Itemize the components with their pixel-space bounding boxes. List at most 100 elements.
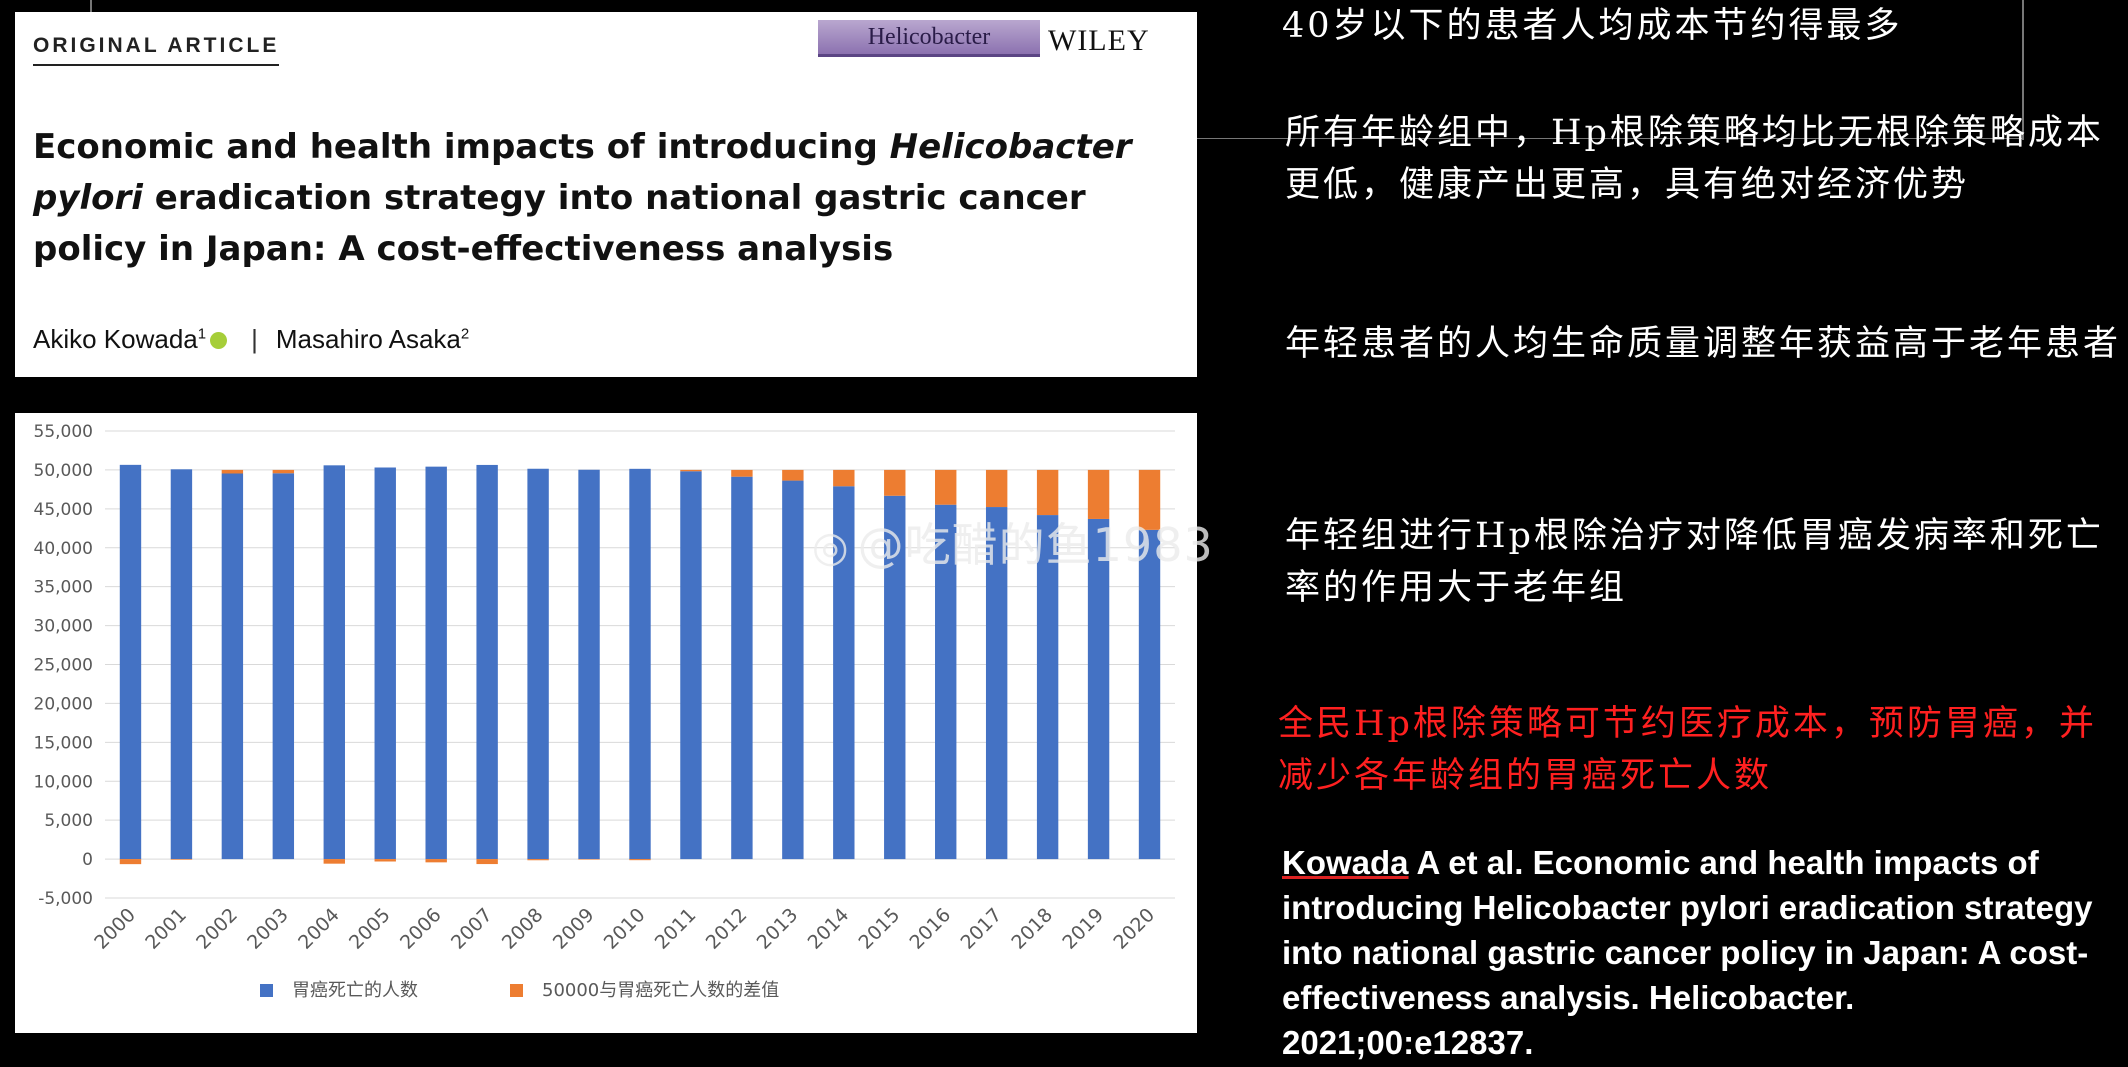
article-title-italic: Helicobacter pylori bbox=[33, 127, 1132, 218]
y-tick-label: 25,000 bbox=[34, 656, 93, 676]
x-tick-label: 2011 bbox=[651, 904, 701, 954]
bar-difference bbox=[1087, 469, 1110, 519]
x-tick-label: 2002 bbox=[192, 904, 242, 954]
conclusion-highlight: 全民Hp根除策略可节约医疗成本，预防胃癌，并减少各年龄组的胃癌死亡人数 bbox=[1278, 704, 2097, 796]
weibo-icon: ◎ bbox=[812, 522, 850, 571]
orcid-icon[interactable] bbox=[210, 332, 228, 349]
x-tick-label: 2005 bbox=[345, 904, 395, 954]
bar-difference bbox=[1138, 469, 1161, 530]
bar-difference bbox=[425, 859, 447, 863]
x-tick-label: 2018 bbox=[1007, 904, 1057, 954]
bar-difference bbox=[272, 469, 295, 474]
x-tick-label: 2017 bbox=[956, 904, 1006, 954]
bar-difference bbox=[935, 469, 957, 505]
x-tick-label: 2010 bbox=[600, 904, 650, 954]
article-title: Economic and health impacts of introduci… bbox=[33, 122, 1193, 275]
bar-deaths bbox=[527, 468, 549, 860]
y-tick-label: 45,000 bbox=[34, 500, 93, 520]
bar-deaths bbox=[170, 469, 193, 860]
bar-deaths bbox=[985, 507, 1008, 860]
watermark-text: @吃醋的鱼1983 bbox=[857, 518, 1214, 572]
bar-difference bbox=[323, 859, 345, 864]
legend-series1-swatch bbox=[260, 984, 273, 997]
x-tick-label: 2000 bbox=[90, 904, 140, 954]
bar-difference bbox=[578, 859, 600, 860]
y-tick-label: 5,000 bbox=[44, 811, 93, 831]
y-tick-label: 55,000 bbox=[34, 422, 93, 442]
bar-deaths bbox=[731, 476, 753, 860]
bar-difference bbox=[680, 469, 702, 472]
x-tick-label: 2003 bbox=[243, 904, 293, 954]
x-tick-label: 2006 bbox=[396, 904, 446, 954]
x-tick-label: 2015 bbox=[855, 904, 905, 954]
bar-deaths bbox=[272, 473, 295, 860]
frame-line-top-left bbox=[90, 0, 92, 12]
y-tick-label: 0 bbox=[82, 850, 93, 870]
watermark: ◎ @吃醋的鱼1983 bbox=[812, 509, 1214, 575]
y-tick-label: 20,000 bbox=[34, 694, 93, 714]
author-name: Akiko Kowada bbox=[33, 324, 198, 354]
x-tick-label: 2001 bbox=[141, 904, 191, 954]
article-title-part1: Economic and health impacts of introduci… bbox=[33, 127, 890, 167]
x-tick-label: 2014 bbox=[804, 904, 854, 954]
reference-citation: Kowada A et al. Economic and health impa… bbox=[1282, 840, 2112, 1065]
bar-difference bbox=[629, 859, 651, 861]
bar-deaths bbox=[1036, 515, 1059, 860]
bar-difference bbox=[1036, 469, 1059, 516]
bar-deaths bbox=[1138, 529, 1161, 860]
legend-series1-label: 胃癌死亡的人数 bbox=[292, 980, 418, 1001]
author-name: Masahiro Asaka bbox=[275, 324, 461, 354]
x-tick-label: 2009 bbox=[549, 904, 599, 954]
bar-difference bbox=[476, 859, 498, 865]
article-type-label: ORIGINAL ARTICLE bbox=[33, 34, 280, 66]
x-tick-label: 2020 bbox=[1109, 904, 1159, 954]
bar-difference bbox=[731, 469, 753, 477]
x-tick-label: 2019 bbox=[1058, 904, 1108, 954]
y-tick-label: 40,000 bbox=[34, 539, 93, 559]
bar-difference bbox=[884, 469, 906, 496]
bar-difference bbox=[985, 469, 1008, 508]
bar-deaths bbox=[476, 464, 498, 860]
y-tick-label: 30,000 bbox=[34, 617, 93, 637]
y-tick-label: 50,000 bbox=[34, 461, 93, 481]
stacked-bar-chart: -5,000 0 5,000 10,000 15,000 20,000 25,000 30,0… bbox=[34, 422, 1175, 1001]
bar-deaths bbox=[782, 480, 804, 860]
author-line: Akiko Kowada1 | Masahiro Asaka2 bbox=[33, 324, 469, 355]
bar-difference bbox=[221, 469, 244, 474]
author-affiliation: 1 bbox=[197, 325, 207, 343]
bar-deaths bbox=[884, 495, 906, 860]
bar-difference bbox=[119, 859, 142, 865]
bar-deaths bbox=[221, 473, 244, 860]
y-tick-label: -5,000 bbox=[38, 889, 93, 909]
x-tick-label: 2016 bbox=[905, 904, 955, 954]
bar-deaths bbox=[323, 465, 345, 860]
finding-note: 所有年龄组中，Hp根除策略均比无根除策略成本更低，健康产出更高，具有绝对经济优势 bbox=[1285, 113, 2104, 205]
bar-difference bbox=[782, 469, 804, 481]
x-tick-label: 2008 bbox=[498, 904, 548, 954]
x-tick-label: 2013 bbox=[753, 904, 803, 954]
bar-difference bbox=[374, 859, 396, 862]
journal-logo: Helicobacter bbox=[818, 20, 1040, 57]
author-affiliation: 2 bbox=[460, 325, 470, 343]
x-tick-label: 2004 bbox=[294, 904, 344, 954]
bar-deaths bbox=[935, 504, 957, 860]
bar-deaths bbox=[578, 469, 600, 860]
bar-difference bbox=[833, 469, 855, 487]
bar-deaths bbox=[1087, 518, 1110, 860]
finding-note: 年轻患者的人均生命质量调整年获益高于老年患者 bbox=[1285, 324, 2122, 364]
bar-deaths bbox=[119, 464, 142, 860]
chart-card: -5,000 0 5,000 10,000 15,000 20,000 25,000 30,0… bbox=[15, 413, 1197, 1033]
finding-note: 40岁以下的患者人均成本节约得最多 bbox=[1282, 6, 1903, 46]
bar-difference bbox=[527, 859, 549, 861]
bar-deaths bbox=[425, 466, 447, 860]
finding-note: 年轻组进行Hp根除治疗对降低胃癌发病率和死亡率的作用大于老年组 bbox=[1285, 516, 2104, 608]
bar-deaths bbox=[629, 468, 651, 860]
x-tick-label: 2012 bbox=[702, 904, 752, 954]
legend-series2-label: 50000与胃癌死亡人数的差值 bbox=[542, 980, 779, 1001]
bar-deaths bbox=[680, 471, 702, 860]
bar-deaths bbox=[374, 467, 396, 860]
author-separator: | bbox=[251, 324, 258, 354]
y-tick-label: 10,000 bbox=[34, 772, 93, 792]
frame-line-right-vertical bbox=[2022, 0, 2024, 140]
article-title-part2: eradication strategy into national gastr… bbox=[33, 178, 1086, 269]
